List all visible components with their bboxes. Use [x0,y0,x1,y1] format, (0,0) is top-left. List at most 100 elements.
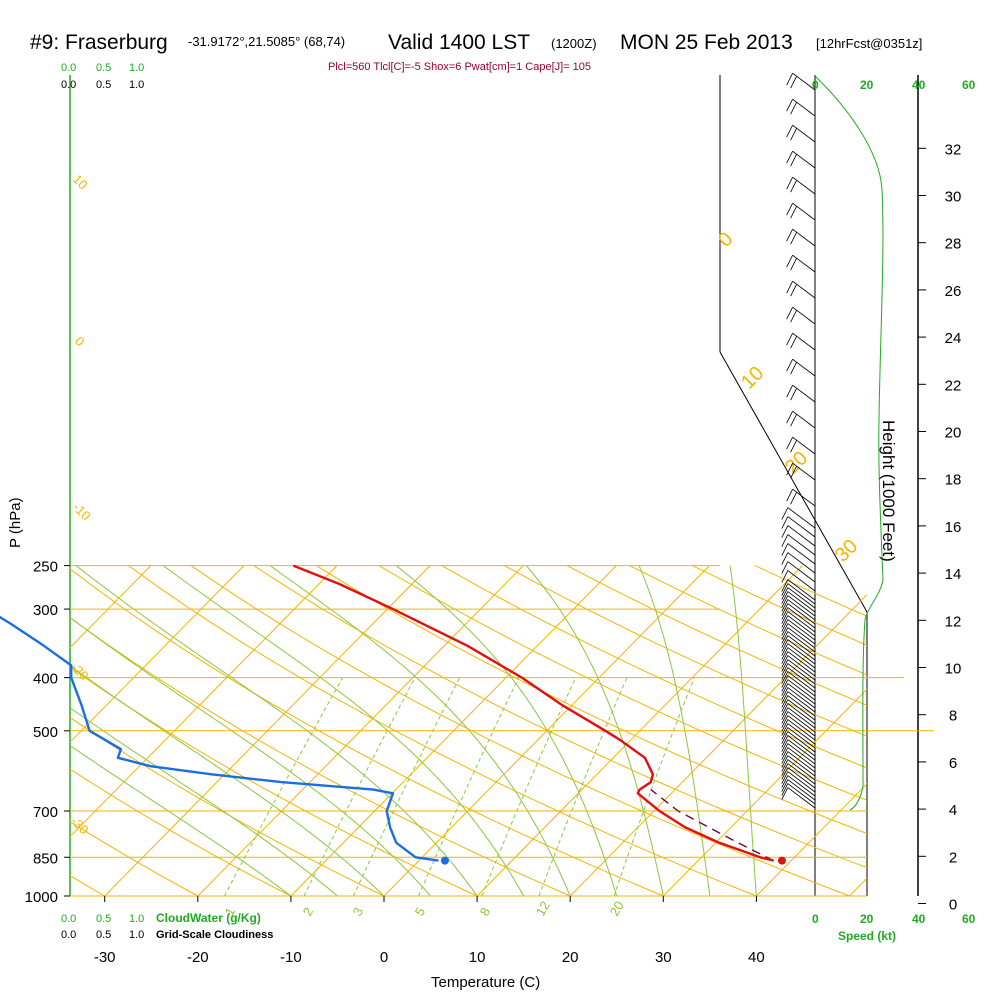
wind-barb-flag [786,125,793,138]
moist-adiabat-line [269,565,571,896]
cloudiness-scale-bottom: 0.0 0.5 1.0 Grid-Scale Cloudiness [61,929,273,941]
wind-barb-flag [781,763,789,776]
wind-barb [787,639,816,661]
pressure-tick-label: 850 [33,850,58,867]
moist-adiabat-line [395,565,618,896]
wind-barb-flag [786,73,793,86]
height-tick-label: 28 [945,236,962,253]
wind-barb [787,711,816,733]
wind-barb [787,643,816,665]
wind-barb-flag [781,635,789,648]
wind-barb [792,384,816,403]
wind-barb-flag [781,715,789,728]
wind-barb-flag [781,603,789,616]
wind-barb [792,332,816,351]
wind-barb-flag [781,779,789,792]
wind-barb [787,703,816,725]
svg-text:20: 20 [860,912,874,926]
pressure-tick-label: 1000 [25,889,58,906]
wind-barb-flag [781,579,789,592]
wind-barb [787,525,816,547]
wind-barb [792,410,816,429]
wind-barb [787,695,816,717]
svg-text:1.0: 1.0 [129,913,144,925]
wind-barb-flag [786,307,793,320]
height-tick-label: 12 [945,613,962,630]
svg-text:0: 0 [812,78,819,92]
wind-barb-flag [781,525,789,538]
dry-adiabat-line [504,565,867,737]
wind-barb-flag [781,731,789,744]
pressure-tick-label: 500 [33,724,58,741]
wind-barb-flag [781,507,789,520]
speed-scale-bottom: 0 20 40 60 Speed (kt) [812,912,976,943]
wind-barb [792,306,816,325]
utc-time: (1200Z) [551,36,597,51]
moist-adiabat-line [70,707,338,896]
mixing-ratio-label: 8 [477,905,494,919]
wind-barb [787,767,816,789]
wind-barb-flag [790,440,797,453]
svg-text:0.0: 0.0 [61,929,76,941]
dry-adiabat-line [566,565,867,706]
speed-scale-top: 0 20 40 60 [812,78,976,92]
wind-barb-flag [786,333,793,346]
wind-barb-flag [786,281,793,294]
wind-barb [787,683,816,705]
wind-barb-flag [786,229,793,242]
wind-barb-flag [781,516,789,529]
wind-barb-flag [781,587,789,600]
wind-barb-flag [781,739,789,752]
wind-barb-flag [781,775,789,788]
wind-barb [787,627,816,649]
wind-barb [792,98,816,117]
wind-barb-flag [781,687,789,700]
wind-barb [787,599,816,621]
theta-label: -10 [70,500,94,524]
wind-barb-flag [781,743,789,756]
wind-barb-flag [786,463,793,476]
dewpoint-profile-line [0,615,439,862]
mixing-ratio-label: 5 [412,905,429,919]
wind-barb [792,228,816,247]
wind-barb-flag [781,627,789,640]
wind-barb-flag [781,595,789,608]
wind-barb-flag [781,683,789,696]
pressure-tick-label: 250 [33,559,58,576]
height-tick-label: 30 [945,189,962,206]
dry-adiabat-line [70,568,664,896]
wind-barb [787,667,816,689]
forecast-date: MON 25 Feb 2013 [620,31,793,54]
wind-barb [787,552,816,574]
wind-barb-flag [781,755,789,768]
height-tick-label: 14 [945,566,962,583]
height-tick-label: 2 [949,849,957,866]
theta-label: -30 [68,814,92,838]
moist-adiabat-line [525,565,664,896]
wind-barb [787,707,816,729]
wind-barb-flag [786,255,793,268]
wind-barb-flag [790,180,797,193]
wind-barb [787,623,816,645]
pressure-tick-label: 400 [33,671,58,688]
station-coords: -31.9172°,21.5085° (68,74) [188,34,345,49]
wind-barb [792,358,816,377]
x-tick-label: 10 [469,949,486,966]
wind-barb-flag [790,258,797,271]
wind-barb-flag [781,611,789,624]
wind-barb [787,747,816,769]
wind-barb-flag [786,489,793,502]
wind-barb [787,663,816,685]
cloudwater-scale-top: 0.0 0.5 1.0 [61,62,144,74]
wind-barb-flag [781,771,789,784]
wind-barb [787,579,816,601]
isotherm-label: 20 [781,447,812,478]
height-tick-label: 16 [945,519,962,536]
isotherm-label: 0 [714,228,737,251]
wind-barb [787,771,816,793]
wind-barb [787,591,816,613]
wind-barb [787,543,816,565]
wind-barb [792,488,816,507]
wind-barb [787,655,816,677]
